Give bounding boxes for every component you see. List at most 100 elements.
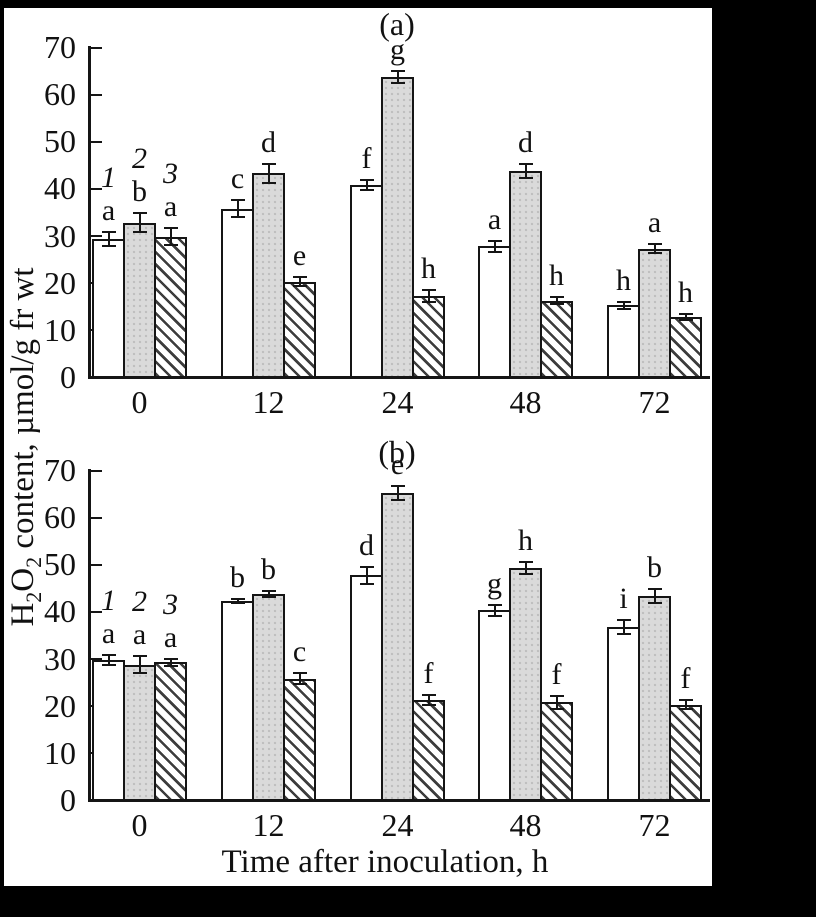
x-axis-line: [88, 799, 710, 802]
sig-letter: a: [101, 194, 116, 228]
y-tick-label: 70: [44, 452, 76, 488]
sig-letter: h: [518, 524, 533, 558]
error-bar: [365, 566, 368, 584]
bar: [123, 664, 156, 801]
error-bar-bottom-cap: [101, 245, 116, 248]
error-bar-top-cap: [359, 179, 374, 182]
error-bar-top-cap: [390, 69, 405, 72]
x-category-label: 48: [509, 807, 542, 843]
bar: [412, 295, 445, 378]
error-bar-bottom-cap: [421, 300, 436, 303]
error-bar: [107, 232, 110, 247]
error-bar: [524, 562, 527, 574]
y-tick-label: 20: [44, 264, 76, 301]
bar: [221, 601, 254, 801]
error-bar-bottom-cap: [132, 231, 147, 234]
error-bar: [555, 695, 558, 709]
bar: [540, 300, 573, 378]
sig-letter: b: [230, 561, 245, 595]
sig-letter: g: [390, 32, 405, 66]
error-bar-top-cap: [647, 588, 662, 591]
error-bar-bottom-cap: [487, 251, 502, 253]
error-bar-top-cap: [487, 239, 502, 242]
error-bar: [267, 590, 270, 598]
sig-letter: a: [101, 617, 116, 651]
error-bar: [396, 70, 399, 83]
error-bar-bottom-cap: [163, 665, 178, 668]
error-bar-bottom-cap: [616, 633, 631, 635]
error-bar-bottom-cap: [230, 601, 245, 604]
error-bar-bottom-cap: [261, 181, 276, 184]
error-bar: [684, 700, 687, 710]
bar: [381, 492, 414, 801]
error-bar-bottom-cap: [132, 672, 147, 675]
bar: [381, 76, 414, 378]
panel-a-label: (a): [379, 6, 415, 42]
bar: [669, 317, 702, 378]
x-category-label: 72: [638, 384, 671, 420]
error-bar-bottom-cap: [390, 498, 405, 501]
error-bar-top-cap: [487, 603, 502, 606]
error-bar-bottom-cap: [261, 596, 276, 599]
error-bar-top-cap: [549, 694, 564, 697]
error-bar: [138, 656, 141, 674]
y-tick-label: 30: [44, 217, 76, 254]
y-tick-label: 60: [44, 499, 76, 536]
bar: [478, 246, 511, 378]
bar: [638, 248, 671, 378]
error-bar: [236, 599, 239, 603]
error-bar-top-cap: [230, 598, 245, 601]
x-category-label: 0: [131, 384, 148, 420]
sig-letter: e: [390, 447, 405, 481]
sig-letter: f: [361, 142, 372, 176]
bar: [154, 662, 187, 801]
bar: [350, 185, 383, 378]
error-bar: [365, 180, 368, 190]
series-marker-1: 1: [101, 161, 116, 195]
error-bar: [493, 604, 496, 617]
sig-letter: i: [619, 581, 628, 615]
error-bar-top-cap: [518, 561, 533, 564]
x-category-label: 24: [381, 807, 414, 843]
y-tick-label: 10: [44, 311, 76, 348]
error-bar-top-cap: [647, 243, 662, 245]
y-axis-tick: [91, 140, 102, 143]
error-bar: [169, 658, 172, 667]
error-bar-top-cap: [359, 565, 374, 568]
x-category-label: 72: [638, 807, 671, 843]
error-bar: [169, 228, 172, 246]
y-tick-label: 0: [60, 359, 76, 395]
y-axis-tick: [91, 610, 102, 613]
x-category-label: 48: [509, 384, 542, 420]
bar: [607, 626, 640, 801]
error-bar-bottom-cap: [359, 582, 374, 585]
bar: [412, 700, 445, 801]
error-bar-top-cap: [421, 289, 436, 292]
error-bar-bottom-cap: [359, 188, 374, 191]
error-bar: [236, 200, 239, 218]
bar: [252, 593, 285, 801]
error-bar-top-cap: [292, 276, 307, 278]
error-bar-top-cap: [132, 655, 147, 658]
error-bar: [684, 313, 687, 321]
y-tick-label: 10: [44, 734, 76, 771]
error-bar: [298, 673, 301, 685]
sig-letter: f: [551, 657, 562, 691]
error-bar: [653, 589, 656, 604]
sig-letter: g: [487, 566, 502, 600]
series-marker-3: 3: [163, 587, 178, 621]
error-bar-top-cap: [616, 618, 631, 621]
sig-letter: c: [230, 162, 245, 196]
sig-letter: b: [647, 551, 662, 585]
bar: [283, 281, 316, 378]
error-bar: [427, 290, 430, 302]
bar: [92, 239, 125, 378]
sig-letter: a: [487, 202, 502, 236]
error-bar-top-cap: [101, 654, 116, 657]
y-tick-label: 0: [60, 782, 76, 818]
error-bar-top-cap: [261, 589, 276, 592]
y-tick-label: 70: [44, 29, 76, 65]
